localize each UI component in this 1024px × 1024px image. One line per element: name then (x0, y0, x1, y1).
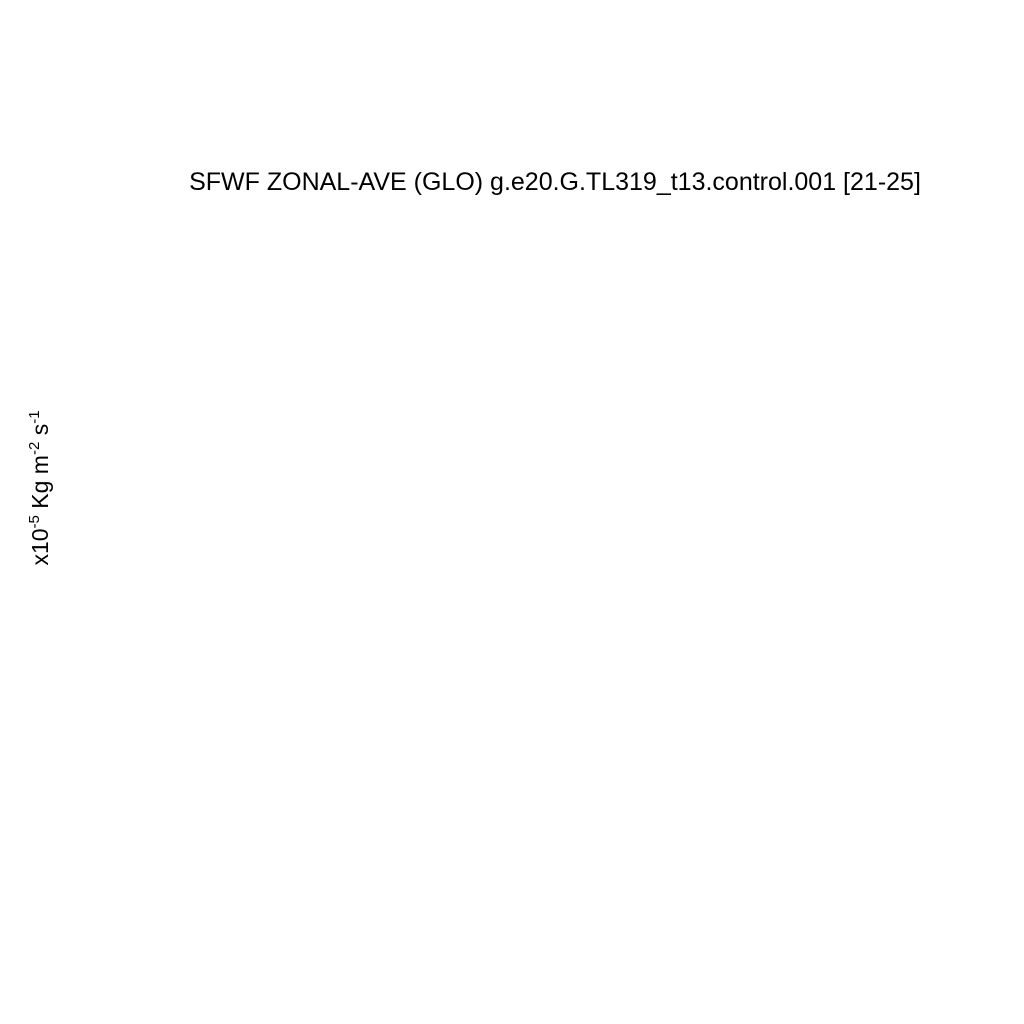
y-axis-label: x10-5 Kg m-2 s-1 (26, 410, 53, 565)
y-axis-label-exp3: -1 (26, 410, 43, 423)
chart-title: SFWF ZONAL-AVE (GLO) g.e20.G.TL319_t13.c… (189, 168, 921, 196)
y-axis-label-unit2: s (27, 424, 53, 442)
y-axis-label-exp1: -5 (26, 515, 43, 528)
y-axis-label-prefix: x10 (27, 528, 53, 565)
y-axis-label-exp2: -2 (26, 442, 43, 455)
y-axis-label-unit: Kg m (27, 455, 53, 515)
